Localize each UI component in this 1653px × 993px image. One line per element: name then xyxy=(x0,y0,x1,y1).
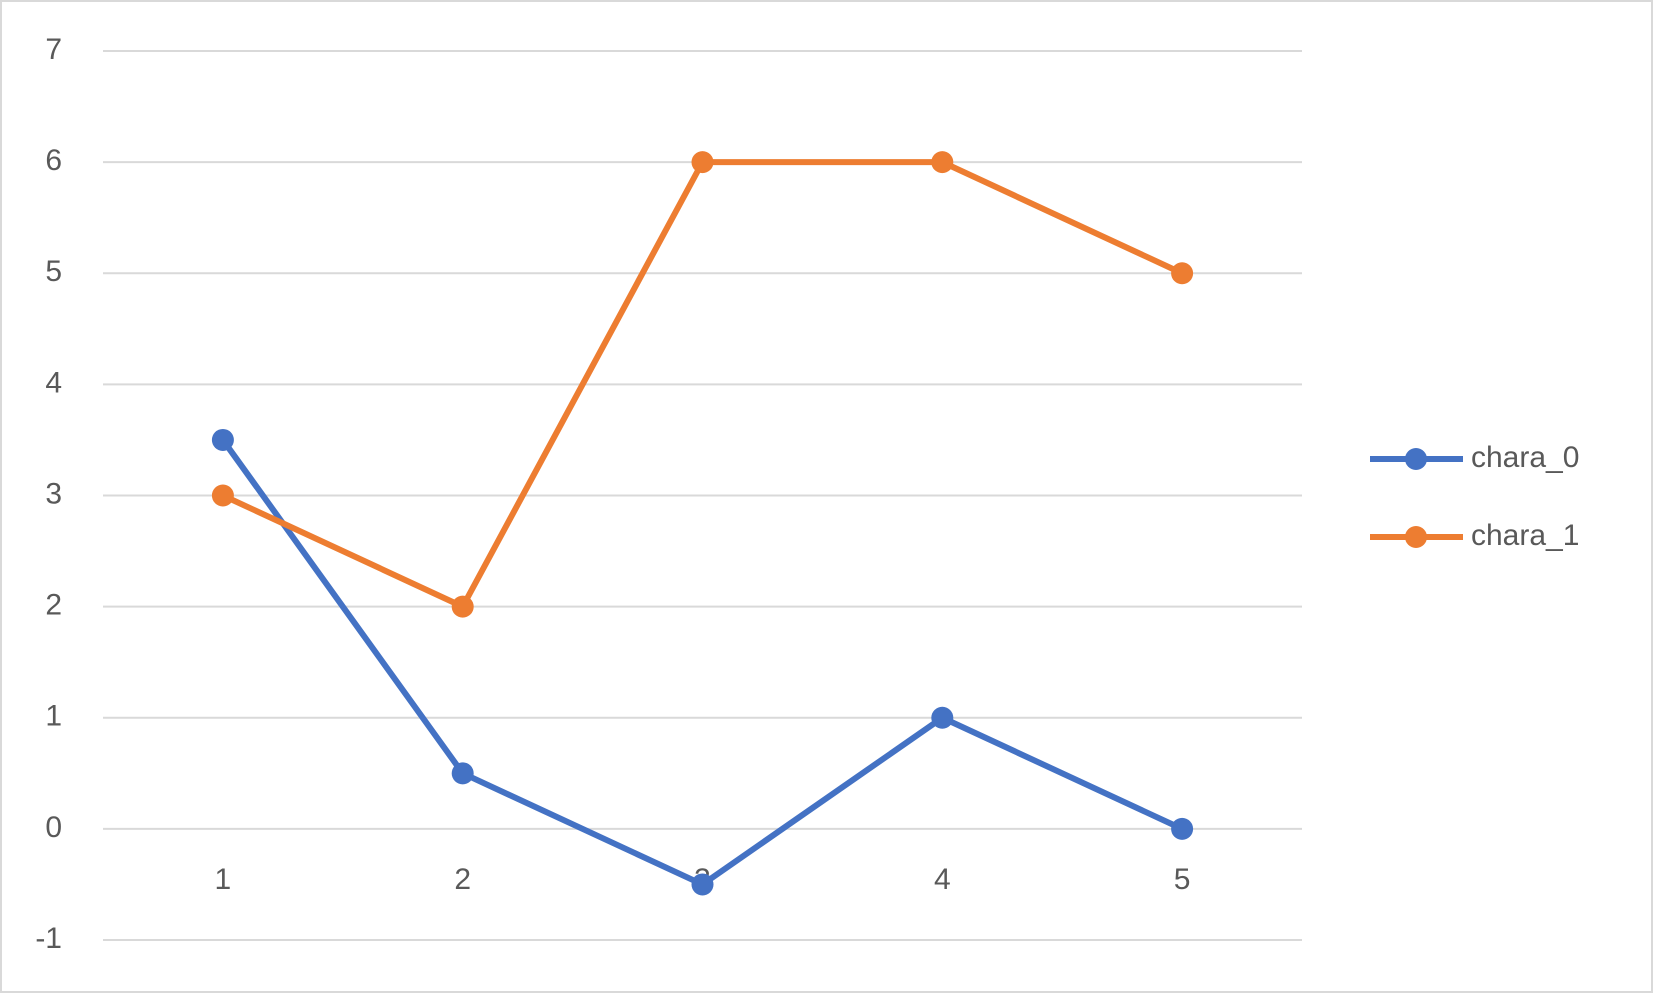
data-point xyxy=(1171,817,1194,840)
y-tick-label: 2 xyxy=(45,589,62,622)
data-point xyxy=(211,484,234,507)
data-point xyxy=(691,151,714,174)
y-tick-label: 7 xyxy=(45,33,62,66)
data-point xyxy=(1171,262,1194,285)
y-tick-label: -1 xyxy=(35,922,62,955)
x-tick-label: 5 xyxy=(1174,863,1191,896)
data-point xyxy=(211,428,234,451)
y-tick-label: 1 xyxy=(45,700,62,733)
legend-label: chara_1 xyxy=(1471,519,1579,552)
legend-label: chara_0 xyxy=(1471,441,1579,474)
data-point xyxy=(451,762,474,785)
x-tick-label: 1 xyxy=(215,863,232,896)
legend-marker xyxy=(1405,448,1427,470)
data-point xyxy=(691,873,714,896)
data-point xyxy=(931,151,954,174)
x-tick-label: 2 xyxy=(454,863,471,896)
y-tick-label: 3 xyxy=(45,477,62,510)
data-point xyxy=(451,595,474,618)
data-point xyxy=(931,706,954,729)
y-tick-label: 4 xyxy=(45,366,62,399)
y-tick-label: 5 xyxy=(45,255,62,288)
y-tick-label: 6 xyxy=(45,144,62,177)
legend-marker xyxy=(1405,526,1427,548)
y-tick-label: 0 xyxy=(45,811,62,844)
x-tick-label: 4 xyxy=(934,863,951,896)
